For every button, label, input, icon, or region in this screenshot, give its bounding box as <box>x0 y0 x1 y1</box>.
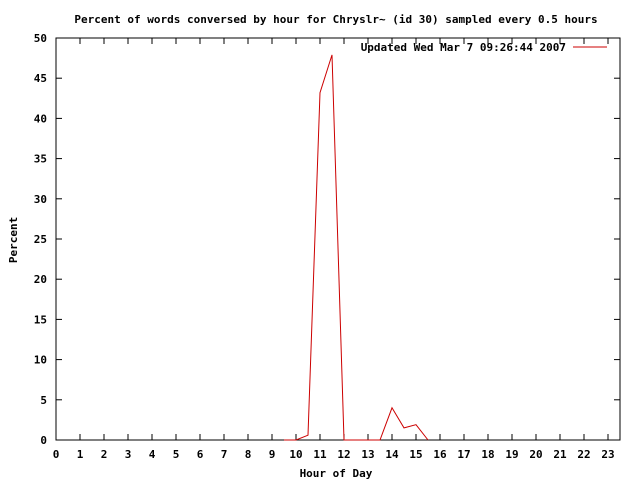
x-tick-label: 3 <box>125 448 132 461</box>
x-tick-label: 4 <box>149 448 156 461</box>
y-tick-label: 15 <box>34 313 47 326</box>
x-tick-label: 0 <box>53 448 60 461</box>
x-tick-label: 14 <box>385 448 399 461</box>
y-tick-label: 45 <box>34 72 47 85</box>
y-tick-label: 50 <box>34 32 47 45</box>
y-tick-label: 10 <box>34 354 47 367</box>
x-tick-label: 5 <box>173 448 180 461</box>
y-tick-label: 20 <box>34 273 47 286</box>
x-tick-label: 15 <box>409 448 422 461</box>
y-tick-label: 40 <box>34 112 47 125</box>
y-tick-label: 25 <box>34 233 47 246</box>
series-line <box>284 54 429 441</box>
series-lines <box>284 54 429 441</box>
chart-title: Percent of words conversed by hour for C… <box>74 13 597 26</box>
x-tick-label: 12 <box>337 448 350 461</box>
x-tick-label: 7 <box>221 448 228 461</box>
x-tick-label: 21 <box>553 448 567 461</box>
x-tick-label: 20 <box>529 448 542 461</box>
x-tick-label: 18 <box>481 448 494 461</box>
x-tick-label: 10 <box>289 448 302 461</box>
x-tick-label: 16 <box>433 448 447 461</box>
x-tick-label: 11 <box>313 448 327 461</box>
x-tick-label: 2 <box>101 448 108 461</box>
x-tick-label: 22 <box>577 448 590 461</box>
y-tick-label: 0 <box>40 434 47 447</box>
x-tick-label: 17 <box>457 448 470 461</box>
x-tick-label: 8 <box>245 448 252 461</box>
y-axis-label: Percent <box>7 217 20 263</box>
y-tick-label: 5 <box>40 394 47 407</box>
legend-label: Updated Wed Mar 7 09:26:44 2007 <box>361 41 566 54</box>
x-tick-label: 19 <box>505 448 518 461</box>
y-tick-label: 30 <box>34 193 47 206</box>
x-tick-label: 1 <box>77 448 84 461</box>
x-tick-label: 13 <box>361 448 374 461</box>
y-tick-label: 35 <box>34 153 47 166</box>
x-tick-label: 6 <box>197 448 204 461</box>
x-axis-label: Hour of Day <box>300 467 373 480</box>
x-tick-label: 9 <box>269 448 276 461</box>
legend: Updated Wed Mar 7 09:26:44 2007 <box>361 41 607 54</box>
x-tick-label: 23 <box>601 448 614 461</box>
